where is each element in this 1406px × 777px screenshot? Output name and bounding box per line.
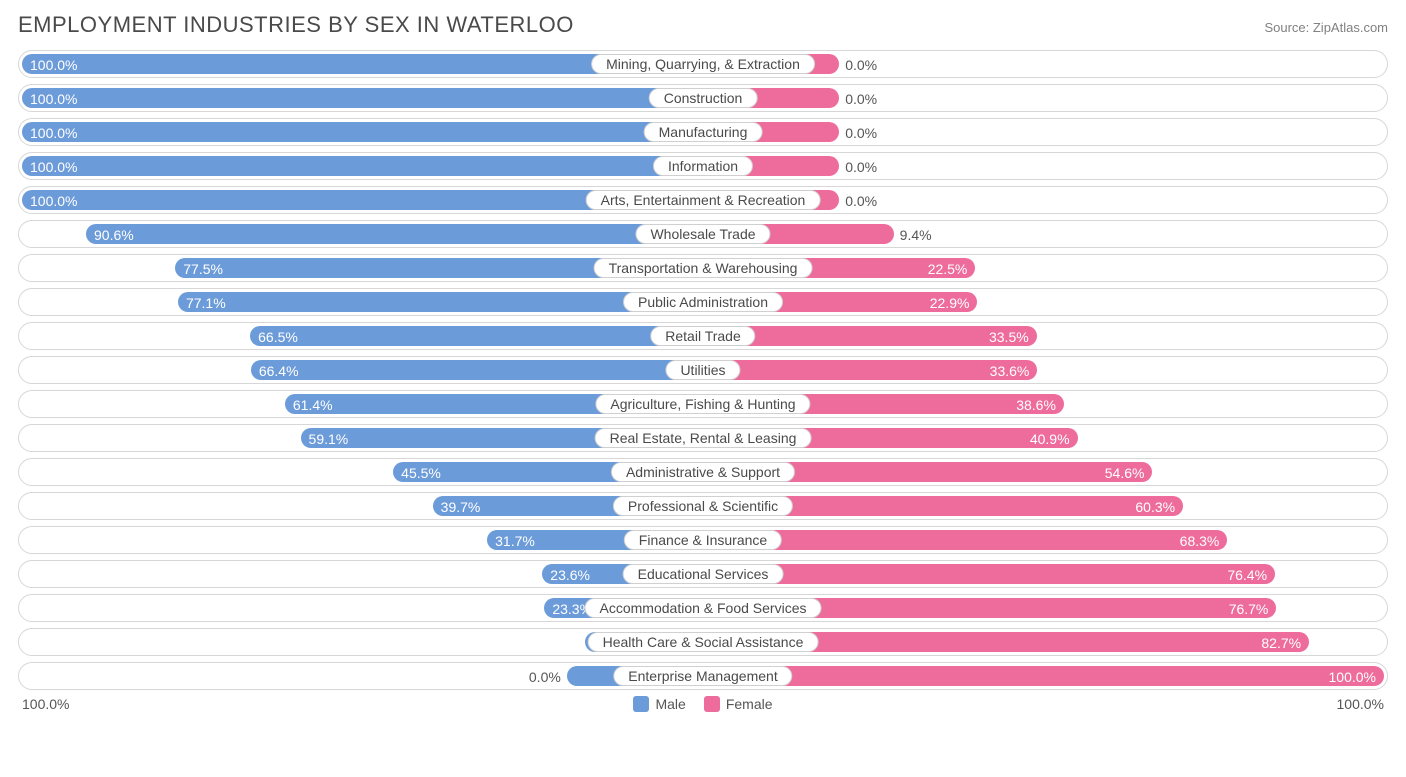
chart-footer: 100.0% Male Female 100.0%	[18, 696, 1388, 712]
bar-male: 100.0%	[22, 88, 703, 108]
row-label: Retail Trade	[650, 326, 755, 346]
chart-title: EMPLOYMENT INDUSTRIES BY SEX IN WATERLOO	[18, 12, 574, 38]
bar-row: 39.7% 60.3% Professional & Scientific	[18, 492, 1388, 520]
pct-male: 59.1%	[309, 428, 349, 450]
pct-female: 9.4%	[900, 224, 932, 246]
pct-female: 0.0%	[845, 156, 877, 178]
pct-male: 100.0%	[30, 156, 77, 178]
swatch-female	[704, 696, 720, 712]
bar-male: 100.0%	[22, 156, 703, 176]
bar-row: 17.3%82.7%Health Care & Social Assistanc…	[18, 628, 1388, 656]
legend-female-label: Female	[726, 696, 773, 712]
bar-row: 45.5% 54.6% Administrative & Support	[18, 458, 1388, 486]
pct-female: 0.0%	[845, 54, 877, 76]
row-label: Transportation & Warehousing	[594, 258, 813, 278]
pct-female: 22.9%	[930, 292, 970, 314]
bar-row: 100.0% 0.0% Manufacturing	[18, 118, 1388, 146]
pct-female: 33.6%	[990, 360, 1030, 382]
row-label: Enterprise Management	[613, 666, 792, 686]
bar-row: 100.0% 0.0% Construction	[18, 84, 1388, 112]
bar-female: 76.4%	[703, 564, 1275, 584]
row-label: Agriculture, Fishing & Hunting	[595, 394, 810, 414]
pct-female: 38.6%	[1016, 394, 1056, 416]
pct-female: 100.0%	[1329, 666, 1376, 688]
axis-left-label: 100.0%	[22, 696, 69, 712]
diverging-bar-chart: 100.0% 0.0% Mining, Quarrying, & Extractio…	[18, 50, 1388, 690]
row-label: Manufacturing	[644, 122, 763, 142]
pct-male: 66.4%	[259, 360, 299, 382]
pct-male: 77.1%	[186, 292, 226, 314]
row-label: Wholesale Trade	[635, 224, 770, 244]
pct-female: 60.3%	[1135, 496, 1175, 518]
pct-female: 76.7%	[1229, 598, 1269, 620]
legend-female: Female	[704, 696, 773, 712]
pct-male: 100.0%	[30, 190, 77, 212]
row-label: Arts, Entertainment & Recreation	[586, 190, 821, 210]
bar-row: 66.4% 33.6% Utilities	[18, 356, 1388, 384]
bar-male: 100.0%	[22, 122, 703, 142]
pct-male: 0.0%	[529, 666, 561, 688]
pct-male: 66.5%	[258, 326, 298, 348]
pct-female: 82.7%	[1261, 632, 1301, 654]
pct-female: 0.0%	[845, 190, 877, 212]
pct-female: 33.5%	[989, 326, 1029, 348]
swatch-male	[633, 696, 649, 712]
bar-female: 100.0%	[703, 666, 1384, 686]
pct-female: 22.5%	[928, 258, 968, 280]
legend-male: Male	[633, 696, 685, 712]
row-label: Public Administration	[623, 292, 783, 312]
row-label: Finance & Insurance	[624, 530, 782, 550]
row-label: Construction	[649, 88, 758, 108]
pct-female: 40.9%	[1030, 428, 1070, 450]
row-label: Professional & Scientific	[613, 496, 793, 516]
chart-source: Source: ZipAtlas.com	[1264, 20, 1388, 35]
axis-right-label: 100.0%	[1337, 696, 1384, 712]
pct-male: 100.0%	[30, 122, 77, 144]
bar-row: 66.5% 33.5% Retail Trade	[18, 322, 1388, 350]
bar-row: 23.6% 76.4% Educational Services	[18, 560, 1388, 588]
legend-male-label: Male	[655, 696, 685, 712]
pct-female: 76.4%	[1227, 564, 1267, 586]
pct-male: 61.4%	[293, 394, 333, 416]
bar-female: 33.6%	[703, 360, 1037, 380]
pct-male: 39.7%	[441, 496, 481, 518]
bar-row: 90.6% 9.4% Wholesale Trade	[18, 220, 1388, 248]
pct-female: 54.6%	[1105, 462, 1145, 484]
row-label: Information	[653, 156, 753, 176]
row-label: Health Care & Social Assistance	[588, 632, 819, 652]
bar-male: 66.5%	[250, 326, 703, 346]
bar-row: 100.0% 0.0% Information	[18, 152, 1388, 180]
bar-row: 77.1% 22.9% Public Administration	[18, 288, 1388, 316]
bar-row: 23.3%76.7%Accommodation & Food Services	[18, 594, 1388, 622]
pct-male: 90.6%	[94, 224, 134, 246]
bar-row: 59.1% 40.9% Real Estate, Rental & Leasing	[18, 424, 1388, 452]
pct-male: 77.5%	[183, 258, 223, 280]
bar-row: 77.5% 22.5% Transportation & Warehousing	[18, 254, 1388, 282]
row-label: Educational Services	[623, 564, 784, 584]
row-label: Accommodation & Food Services	[585, 598, 822, 618]
row-label: Utilities	[665, 360, 740, 380]
pct-female: 0.0%	[845, 122, 877, 144]
pct-male: 45.5%	[401, 462, 441, 484]
bar-row: 100.0% 0.0% Mining, Quarrying, & Extractio…	[18, 50, 1388, 78]
bar-row: 61.4% 38.6% Agriculture, Fishing & Hunting	[18, 390, 1388, 418]
pct-female: 0.0%	[845, 88, 877, 110]
row-label: Mining, Quarrying, & Extraction	[591, 54, 815, 74]
pct-female: 68.3%	[1180, 530, 1220, 552]
bar-male: 90.6%	[86, 224, 703, 244]
pct-male: 100.0%	[30, 54, 77, 76]
chart-legend: Male Female	[633, 696, 772, 712]
row-label: Real Estate, Rental & Leasing	[595, 428, 812, 448]
pct-male: 23.6%	[550, 564, 590, 586]
pct-male: 100.0%	[30, 88, 77, 110]
bar-row: 31.7% 68.3% Finance & Insurance	[18, 526, 1388, 554]
bar-male: 66.4%	[251, 360, 703, 380]
row-label: Administrative & Support	[611, 462, 795, 482]
bar-row: 100.0% 0.0% Arts, Entertainment & Recreati…	[18, 186, 1388, 214]
pct-male: 31.7%	[495, 530, 535, 552]
bar-row: 0.0% 100.0% Enterprise Management	[18, 662, 1388, 690]
